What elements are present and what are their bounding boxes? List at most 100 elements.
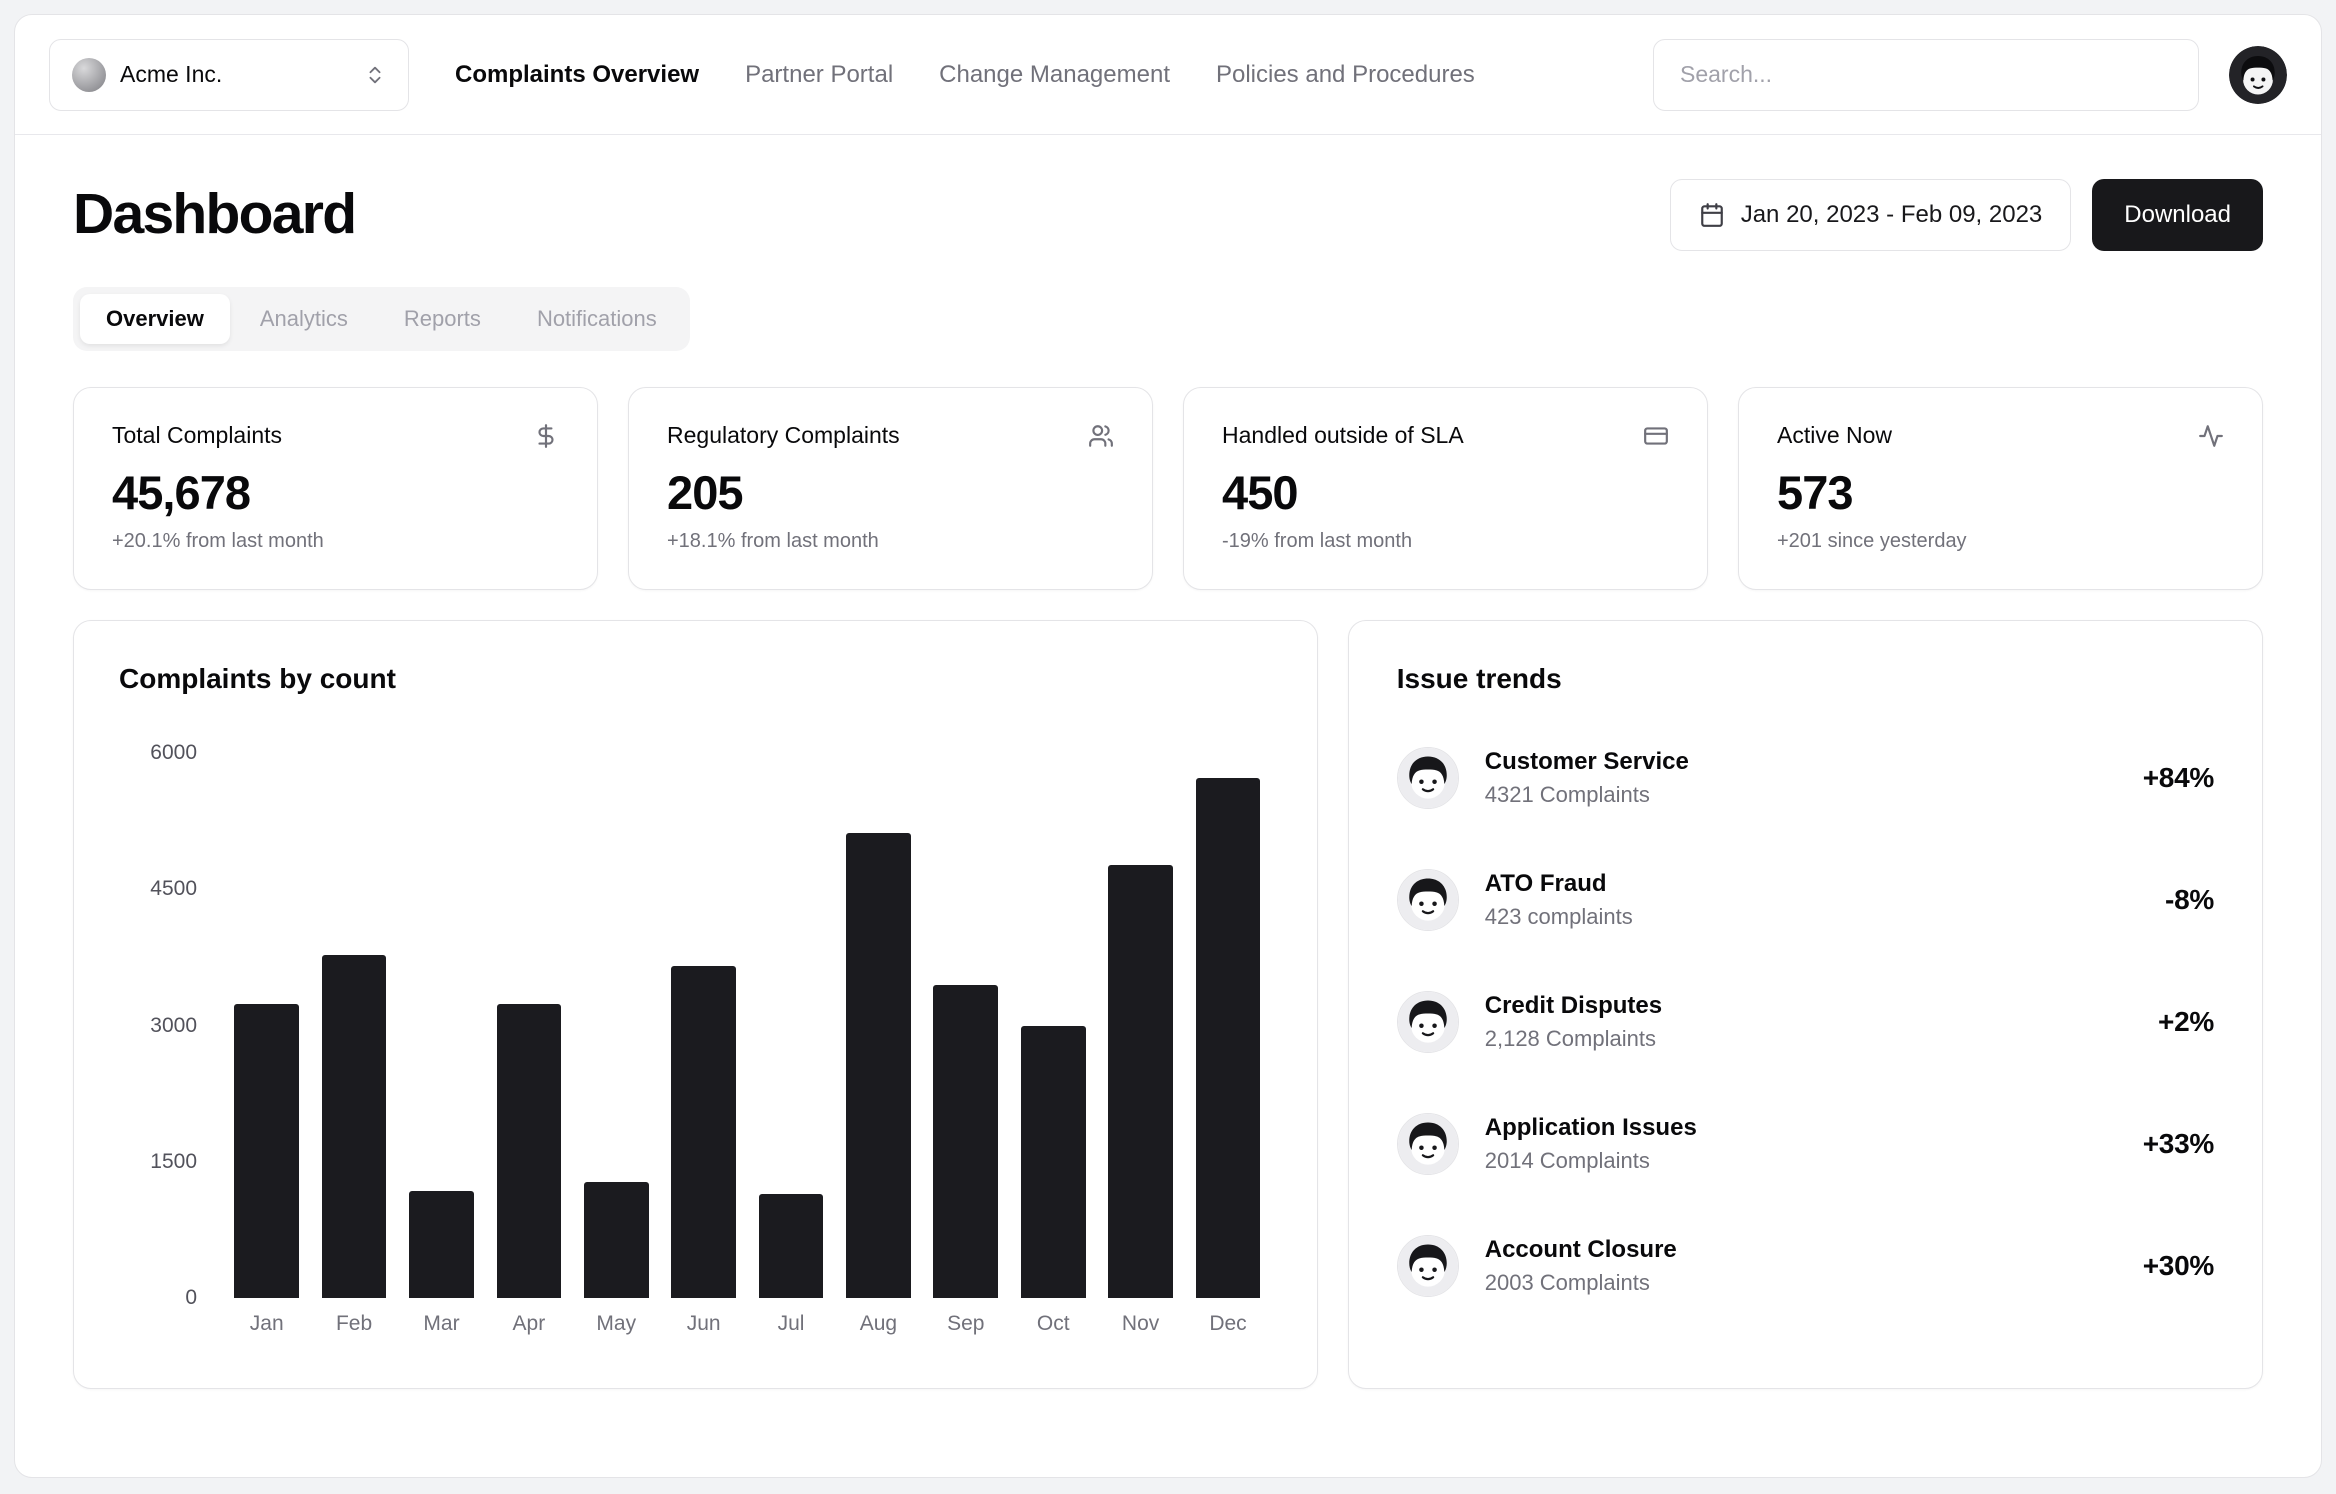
app-container: Acme Inc. Complaints Overview Partner Po… xyxy=(14,14,2322,1478)
chart-title: Complaints by count xyxy=(119,663,396,694)
trend-detail: 2003 Complaints xyxy=(1484,1270,1650,1295)
bar-aug xyxy=(846,832,911,1298)
tab-notifications[interactable]: Notifications xyxy=(511,294,683,344)
bar-oct xyxy=(1020,1025,1086,1298)
nav-link-partner-portal[interactable]: Partner Portal xyxy=(745,60,894,88)
stat-card-regulatory-complaints: Regulatory Complaints 205 +18.1% from la… xyxy=(628,387,1153,590)
stat-value: 573 xyxy=(1777,466,1854,519)
trend-item-account-closure: Account Closure 2003 Complaints +30% xyxy=(1396,1235,2215,1297)
date-range-picker[interactable]: Jan 20, 2023 - Feb 09, 2023 xyxy=(1669,179,2072,251)
company-name: Acme Inc. xyxy=(120,61,223,87)
stat-change: -19% from last month xyxy=(1222,530,1413,552)
trend-list: Customer Service 4321 Complaints +84% AT… xyxy=(1396,747,2215,1297)
bar-feb xyxy=(321,954,387,1298)
credit-card-icon xyxy=(1643,423,1669,449)
y-axis-tick: 0 xyxy=(185,1286,197,1309)
stat-title: Total Complaints xyxy=(112,422,283,448)
x-axis-label: Apr xyxy=(512,1312,546,1335)
face-icon xyxy=(1398,748,1458,808)
x-axis-label: Feb xyxy=(335,1312,373,1335)
bar-apr xyxy=(496,1003,562,1298)
date-range-label: Jan 20, 2023 - Feb 09, 2023 xyxy=(1740,201,2043,228)
nav-link-change-management[interactable]: Change Management xyxy=(939,60,1170,88)
bar-may xyxy=(583,1181,649,1298)
bars-area: Jan Feb Mar Apr May Jun Jul Aug Sep Oct Nov Dec xyxy=(223,753,1272,1335)
stat-card-active-now: Active Now 573 +201 since yesterday xyxy=(1738,387,2263,590)
bar-jan xyxy=(234,1003,300,1298)
face-icon xyxy=(1398,992,1458,1052)
face-icon xyxy=(1398,1236,1458,1296)
y-axis-tick: 6000 xyxy=(150,741,197,764)
bar-column: Jun xyxy=(660,753,747,1335)
tab-overview[interactable]: Overview xyxy=(80,294,230,344)
stat-title: Regulatory Complaints xyxy=(667,422,900,448)
x-axis-label: Mar xyxy=(423,1312,460,1335)
dashboard-tabs: Overview Analytics Reports Notifications xyxy=(73,287,690,351)
x-axis-label: Oct xyxy=(1036,1312,1070,1335)
x-axis-label: Jun xyxy=(686,1312,721,1335)
stat-value: 45,678 xyxy=(112,466,251,519)
tab-reports[interactable]: Reports xyxy=(378,294,507,344)
nav-link-complaints-overview[interactable]: Complaints Overview xyxy=(455,60,700,88)
search-input[interactable] xyxy=(1653,38,2199,111)
stat-card-total-complaints: Total Complaints 45,678 +20.1% from last… xyxy=(73,387,598,590)
users-icon xyxy=(1088,423,1114,449)
bar-mar xyxy=(409,1190,474,1298)
download-button[interactable]: Download xyxy=(2092,179,2263,251)
tab-analytics[interactable]: Analytics xyxy=(234,294,374,344)
x-axis-label: Jan xyxy=(249,1312,284,1335)
company-selector[interactable]: Acme Inc. xyxy=(49,38,409,111)
avatar xyxy=(1396,1113,1459,1175)
company-avatar xyxy=(72,57,106,92)
face-icon xyxy=(1398,1114,1458,1174)
trend-item-customer-service: Customer Service 4321 Complaints +84% xyxy=(1396,747,2214,809)
trend-name: Customer Service xyxy=(1484,748,1689,775)
y-axis-tick: 3000 xyxy=(150,1013,197,1037)
chevrons-up-down-icon xyxy=(364,64,386,86)
main-content: Dashboard Jan 20, 2023 - Feb 09, 2023 Do… xyxy=(15,179,2321,1433)
trend-item-application-issues: Application Issues 2014 Complaints +33% xyxy=(1396,1113,2214,1175)
bar-column: Jul xyxy=(747,753,834,1335)
bar-column: Oct xyxy=(1010,753,1097,1335)
trend-detail: 2014 Complaints xyxy=(1484,1148,1650,1173)
stat-value: 450 xyxy=(1222,466,1299,519)
trend-detail: 423 complaints xyxy=(1484,904,1633,929)
trend-item-credit-disputes: Credit Disputes 2,128 Complaints +2% xyxy=(1396,991,2214,1053)
avatar xyxy=(1396,747,1459,809)
header-actions: Jan 20, 2023 - Feb 09, 2023 Download xyxy=(1669,179,2263,251)
bar-jul xyxy=(758,1194,824,1298)
stat-change: +201 since yesterday xyxy=(1777,530,1967,552)
dollar-sign-icon xyxy=(533,423,559,449)
bar-sep xyxy=(933,984,999,1298)
x-axis-label: May xyxy=(596,1312,637,1335)
stat-change: +20.1% from last month xyxy=(112,530,324,552)
stat-change: +18.1% from last month xyxy=(667,530,879,552)
activity-icon xyxy=(2198,423,2224,449)
complaints-chart-card: Complaints by count 0 1500 3000 4500 6000 Ja… xyxy=(73,620,1318,1389)
trend-change: +30% xyxy=(2142,1250,2215,1281)
bar-column: Dec xyxy=(1184,753,1271,1335)
trend-name: Account Closure xyxy=(1484,1236,1677,1263)
issue-trends-card: Issue trends Customer Service 4321 Compl… xyxy=(1347,620,2263,1389)
bar-nov xyxy=(1108,864,1173,1298)
trend-item-ato-fraud: ATO Fraud 423 complaints -8% xyxy=(1396,869,2214,931)
trend-name: ATO Fraud xyxy=(1484,870,1607,897)
stat-value: 205 xyxy=(667,466,744,519)
trend-name: Credit Disputes xyxy=(1484,992,1663,1019)
user-avatar[interactable] xyxy=(2229,46,2287,104)
x-axis-label: Dec xyxy=(1209,1312,1247,1335)
x-axis-label: Jul xyxy=(777,1312,805,1335)
y-axis: 0 1500 3000 4500 6000 xyxy=(119,741,197,1309)
bar-column: Jan xyxy=(223,753,310,1335)
nav-link-policies-procedures[interactable]: Policies and Procedures xyxy=(1215,60,1475,88)
top-navigation: Acme Inc. Complaints Overview Partner Po… xyxy=(15,15,2321,135)
stat-title: Handled outside of SLA xyxy=(1222,422,1464,448)
avatar xyxy=(1396,869,1459,931)
trend-detail: 2,128 Complaints xyxy=(1484,1026,1656,1051)
trend-change: +2% xyxy=(2158,1006,2214,1037)
x-axis-label: Sep xyxy=(947,1312,985,1335)
y-axis-tick: 4500 xyxy=(150,877,197,901)
bar-column: Nov xyxy=(1097,753,1184,1335)
bar-column: Aug xyxy=(835,753,922,1335)
bar-chart: 0 1500 3000 4500 6000 Jan Feb Mar Apr May Jun Jul A… xyxy=(119,741,1272,1335)
